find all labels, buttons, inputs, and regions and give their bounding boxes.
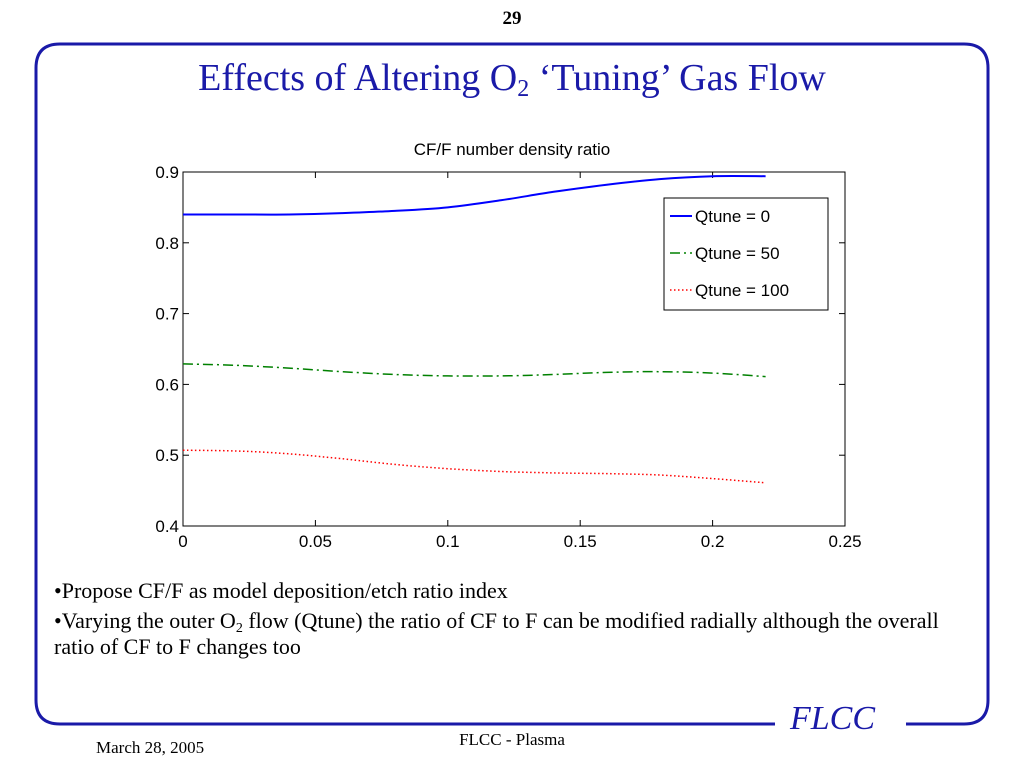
bullet-item: •Varying the outer O2 flow (Qtune) the r…	[54, 608, 939, 659]
flcc-logo: FLCC	[790, 700, 876, 737]
page-number: 29	[502, 8, 522, 29]
y-tick-label: 0.5	[155, 446, 179, 465]
x-tick-label: 0.15	[564, 532, 597, 551]
bullet-item: •Propose CF/F as model deposition/etch r…	[54, 578, 508, 603]
legend-label: Qtune = 50	[695, 244, 780, 263]
slide-title: Effects of Altering O2 ‘Tuning’ Gas Flow	[198, 57, 826, 102]
x-tick-label: 0	[178, 532, 187, 551]
y-tick-label: 0.9	[155, 163, 179, 182]
y-tick-label: 0.4	[155, 517, 179, 536]
footer-title: FLCC - Plasma	[459, 730, 565, 749]
x-tick-label: 0.2	[701, 532, 725, 551]
x-tick-label: 0.05	[299, 532, 332, 551]
x-tick-label: 0.25	[828, 532, 861, 551]
x-tick-label: 0.1	[436, 532, 460, 551]
bullet-list: •Propose CF/F as model deposition/etch r…	[54, 578, 984, 664]
legend-label: Qtune = 100	[695, 281, 789, 300]
series-line-1	[182, 363, 766, 378]
chart-title: CF/F number density ratio	[414, 140, 611, 159]
series-line-0	[182, 175, 766, 216]
y-tick-label: 0.7	[155, 305, 179, 324]
series-line-2	[182, 449, 766, 484]
footer-date: March 28, 2005	[96, 738, 205, 757]
y-tick-label: 0.8	[155, 234, 179, 253]
y-tick-label: 0.6	[155, 375, 179, 394]
legend-label: Qtune = 0	[695, 207, 770, 226]
chart-legend: Qtune = 0 Qtune = 50 Qtune = 100	[663, 197, 829, 311]
